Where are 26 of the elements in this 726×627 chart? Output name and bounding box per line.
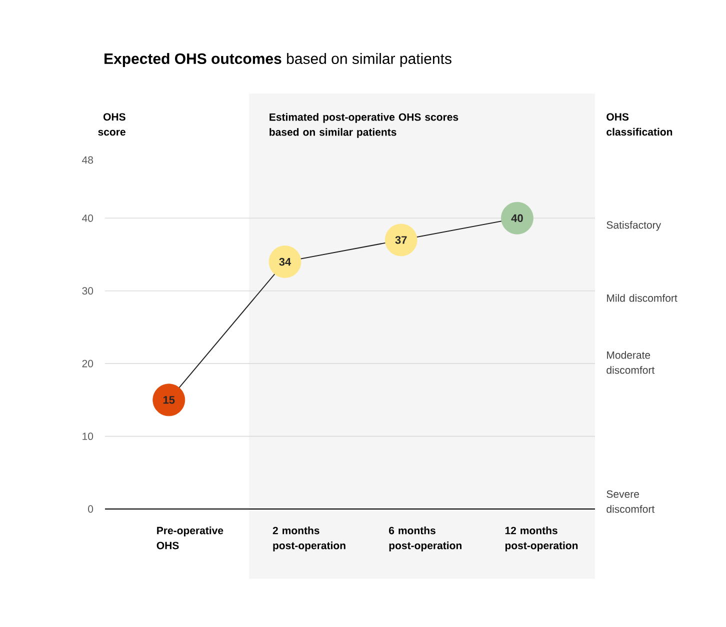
data-label: 15 <box>163 396 175 404</box>
text: Moderate discomfort <box>606 351 655 374</box>
band-label: Estimated post-operative OHS scores based on similar patients <box>270 113 458 138</box>
point <box>501 202 534 234</box>
point <box>384 224 418 256</box>
y-tick-label: 40 <box>82 214 94 222</box>
text: Severe discomfort <box>606 490 655 513</box>
text: Mild discomfort <box>607 294 678 302</box>
text: Satisfactory <box>606 221 662 231</box>
x-tick-label: Pre-operative OHS <box>156 526 224 550</box>
chart-title: Expected OHS outcomes based on similar patients <box>104 53 452 67</box>
y2-axis-title: OHS classification <box>606 113 672 136</box>
data-label: 37 <box>395 236 407 244</box>
x-tick-label: 12 months post-operation <box>505 526 578 552</box>
point <box>268 246 302 278</box>
y-tick-label: 20 <box>82 360 94 368</box>
data-label: 40 <box>511 214 523 222</box>
point <box>152 384 186 416</box>
y-tick-label: 48 <box>82 156 94 164</box>
data-label: 34 <box>279 258 292 266</box>
y-tick-label: 10 <box>82 432 94 440</box>
y-tick-label: 0 <box>88 505 94 513</box>
y-tick-label: 30 <box>82 287 94 295</box>
x-tick-label: 6 months post-operation <box>389 526 462 552</box>
y-axis-title: OHS score <box>98 113 126 136</box>
x-tick-label: 2 months post-operation <box>272 526 346 552</box>
